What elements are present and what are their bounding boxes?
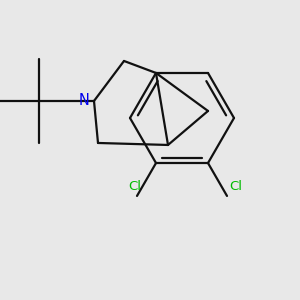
Text: Cl: Cl bbox=[229, 180, 242, 193]
Text: N: N bbox=[79, 94, 90, 109]
Text: Cl: Cl bbox=[128, 180, 142, 193]
